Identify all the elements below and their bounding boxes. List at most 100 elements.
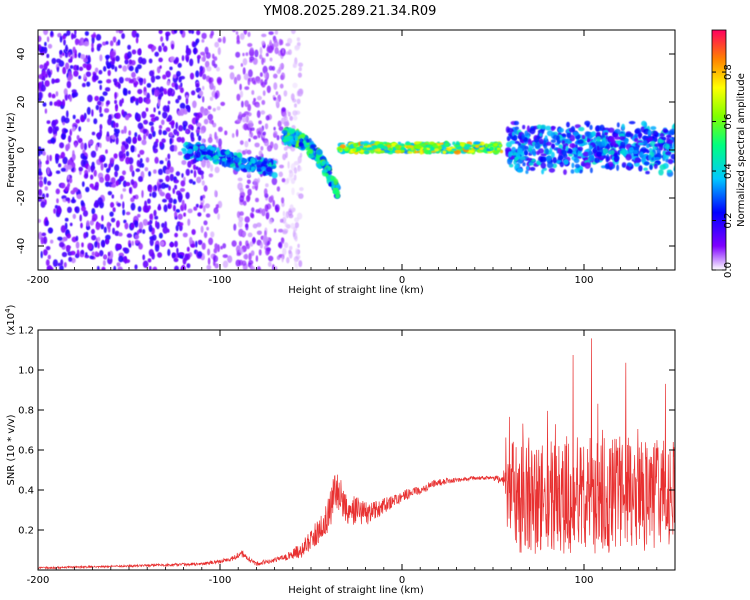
spectrogram-cell [250,166,256,171]
spectrogram-cell [181,173,184,178]
spectrogram-cell [639,151,644,158]
spectrogram-cell [264,236,270,242]
spectrogram-cell [162,74,167,80]
spectrogram-cell [256,156,262,161]
spectrogram-cell [99,54,103,62]
spectrogram-cell [293,167,298,174]
spectrogram-cell [479,147,484,151]
spectrogram-cell [179,87,184,94]
spectrogram-cell [130,96,133,104]
spectrogram-cell [161,119,165,126]
spectrogram-cell [407,150,413,154]
spectrogram-cell [199,65,204,72]
spectrogram-cell [675,136,679,143]
spectrogram-cell [247,31,251,37]
spectrogram-cell [570,169,575,174]
spectrogram-cell [233,152,238,156]
spectrogram-cell [610,149,615,156]
spectrogram-cell [67,76,72,82]
spectrogram-cell [128,243,132,248]
spectrogram-cell [667,158,674,165]
spectrogram-cell [190,243,196,248]
spectrogram-cell [540,153,547,157]
spectrogram-cell [134,264,138,270]
spectrogram-cell [48,267,54,270]
spectrogram-cell [212,107,216,112]
spectrogram-cell [292,82,298,89]
spectrogram-cell [222,260,229,268]
spectrogram-cell [253,178,259,187]
spectrogram-cell [114,99,118,105]
spectrogram-cell [139,97,143,103]
spectrogram-cell [86,106,91,115]
spectrogram-cell [119,175,125,181]
spectrogram-cell [121,144,125,150]
x-tick-label: 0 [399,575,405,586]
spectrogram-cell [68,256,73,262]
spectrogram-cell [680,166,686,170]
spectrogram-cell [256,222,262,228]
spectrogram-cell [144,205,150,213]
spectrogram-cell [200,195,203,201]
spectrogram-cell [561,149,567,157]
spectrogram-cell [634,157,641,163]
spectrogram-cell [75,235,79,242]
spectrogram-cell [86,118,90,123]
spectrogram-cell [227,255,233,263]
spectrogram-cell [453,144,460,148]
spectrogram-cell [153,89,160,97]
spectrogram-cell [86,220,90,227]
spectrogram-cell [105,134,111,142]
spectrogram-cell [678,152,684,156]
colorbar-tick-label: 0.4 [723,163,734,179]
spectrogram-cell [52,259,59,267]
spectrogram-cell [222,36,226,44]
spectrogram-cell [221,160,226,167]
spectrogram-cell [271,172,278,179]
spectrogram-cell [646,150,650,154]
spectrogram-cell [160,36,164,42]
spectrogram-cell [236,34,240,43]
spectrogram-cell [584,162,591,169]
spectrogram-cell [128,59,133,65]
spectrogram-cell [154,156,159,164]
spectrogram-cell [153,266,158,270]
spectrogram-cell [249,56,255,61]
spectrogram-cell [142,218,148,226]
spectrogram-cell [44,80,50,87]
spectrogram-cell [179,188,186,192]
spectrogram-cell [250,131,254,138]
spectrogram-cell [550,151,555,159]
spectrogram-cell [137,48,142,56]
spectrogram-cell [66,80,72,89]
spectrogram-cell [618,136,626,141]
spectrogram-cell [215,244,219,251]
spectrogram-cell [167,114,173,122]
spectrogram-cell [125,151,130,157]
spectrogram-cell [49,154,52,162]
spectrogram-cell [166,104,170,112]
spectrogram-cell [99,84,102,91]
spectrogram-cell [136,230,140,235]
spectrogram-cell [235,259,241,267]
spectrogram-cell [243,123,249,131]
spectrogram-cell [682,160,686,164]
spectrogram-cell [81,82,86,88]
spectrogram-cell [236,93,241,101]
spectrogram-cell [175,57,179,62]
spectrogram-cell [255,255,259,262]
spectrogram-cell [648,136,653,142]
spectrogram-cell [239,248,244,255]
spectrogram-cell [203,185,208,192]
spectrogram-cell [261,81,266,88]
spectrogram-cell [325,172,329,177]
spectrogram-cell [187,218,191,226]
spectrogram-cell [514,126,519,131]
spectrogram-cell [43,176,47,185]
spectrogram-cell [681,137,685,142]
spectrogram-cell [677,142,680,145]
spectrogram-cell [241,100,244,108]
spectrogram-cell [85,62,92,71]
spectrogram-cell [72,46,76,54]
spectrogram-cell [239,83,242,91]
